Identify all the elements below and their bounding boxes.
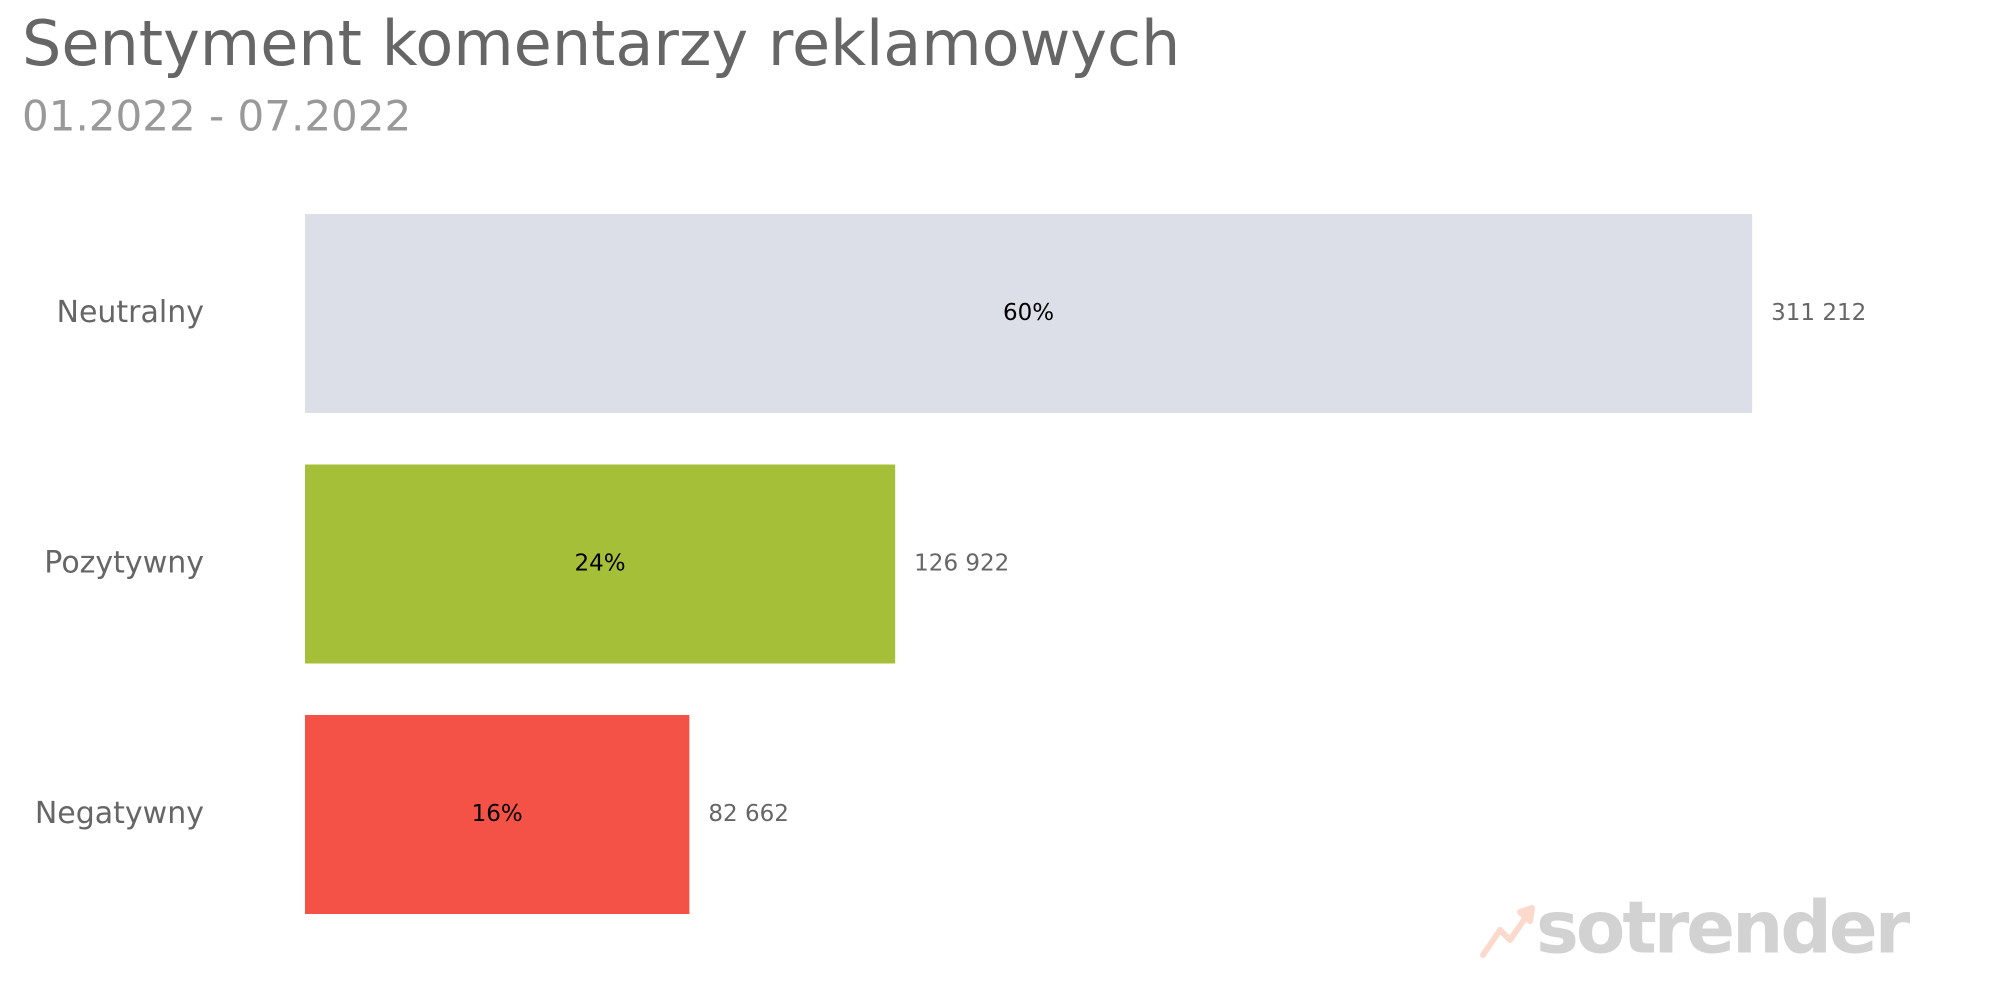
percentage-label: 60% (1003, 300, 1054, 326)
bar (305, 464, 896, 664)
percentage-label: 24% (575, 551, 626, 577)
logo-icon (1480, 905, 1535, 958)
percentage-label: 16% (472, 801, 523, 827)
logo-text: sotrender (1536, 886, 1911, 970)
value-label: 311 212 (1771, 300, 1866, 326)
category-label: Pozytywny (44, 546, 204, 581)
value-label: 126 922 (914, 551, 1009, 577)
category-label: Neutralny (57, 295, 205, 330)
chart-title: Sentyment komentarzy reklamowych (22, 7, 1180, 80)
value-label: 82 662 (708, 801, 788, 827)
chart-subtitle: 01.2022 - 07.2022 (22, 92, 411, 141)
bar (305, 715, 690, 914)
bar (305, 214, 1753, 413)
category-label: Negatywny (35, 796, 204, 831)
